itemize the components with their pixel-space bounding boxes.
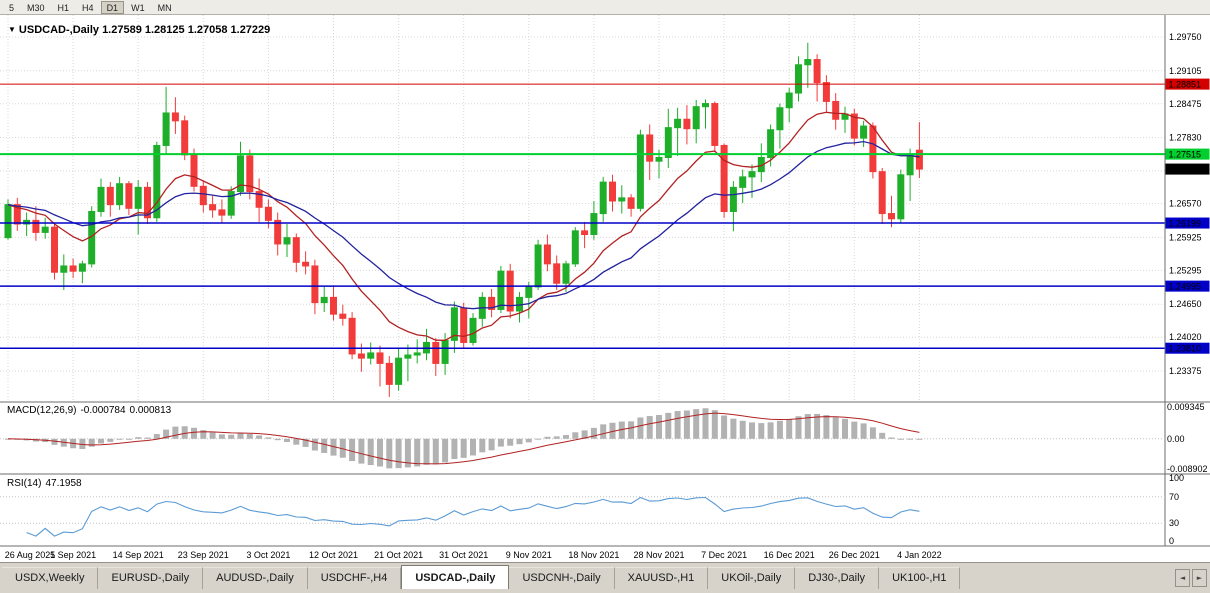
tab-usdcad-daily[interactable]: USDCAD-,Daily bbox=[401, 565, 510, 589]
timeframe-button-mn[interactable]: MN bbox=[157, 2, 172, 13]
svg-text:1.28475: 1.28475 bbox=[1169, 99, 1202, 109]
grid-lines bbox=[0, 15, 1165, 401]
tab-scroll-right-button[interactable]: ► bbox=[1192, 569, 1207, 587]
svg-text:100: 100 bbox=[1169, 473, 1184, 483]
svg-text:14 Sep 2021: 14 Sep 2021 bbox=[113, 550, 164, 560]
macd-histogram bbox=[5, 408, 923, 469]
svg-text:1.28851: 1.28851 bbox=[1169, 80, 1202, 90]
svg-text:0.00: 0.00 bbox=[1167, 434, 1185, 444]
rsi-indicator-label: RSI(14) 47.1958 bbox=[7, 478, 86, 489]
macd-signal-line bbox=[7, 412, 920, 465]
svg-text:3 Oct 2021: 3 Oct 2021 bbox=[246, 550, 290, 560]
svg-text:9 Nov 2021: 9 Nov 2021 bbox=[506, 550, 552, 560]
svg-text:4 Jan 2022: 4 Jan 2022 bbox=[897, 550, 942, 560]
timeframe-button-w1[interactable]: W1 bbox=[131, 2, 145, 13]
timeframe-button-m30[interactable]: M30 bbox=[27, 2, 45, 13]
svg-text:0.009345: 0.009345 bbox=[1167, 402, 1205, 412]
svg-text:1.25925: 1.25925 bbox=[1169, 232, 1202, 242]
tab-scroll-left-button[interactable]: ◄ bbox=[1175, 569, 1190, 587]
svg-text:21 Oct 2021: 21 Oct 2021 bbox=[374, 550, 423, 560]
chart-window[interactable]: 1.297501.291051.284751.278301.271951.265… bbox=[0, 15, 1210, 562]
tab-dj30-daily[interactable]: DJ30-,Daily bbox=[795, 567, 880, 589]
timeframe-button-h1[interactable]: H1 bbox=[57, 2, 70, 13]
level-price-badge: 1.26199 bbox=[1165, 217, 1210, 229]
chart-title: ▼ USDCAD-,Daily 1.27589 1.28125 1.27058 1… bbox=[8, 24, 270, 36]
svg-text:70: 70 bbox=[1169, 492, 1179, 502]
chart-tabs-bar: USDX,Weekly EURUSD-,Daily AUDUSD-,Daily USD… bbox=[0, 562, 1210, 593]
tab-xauusd-h1[interactable]: XAUUSD-,H1 bbox=[614, 567, 709, 589]
macd-name: MACD(12,26,9) bbox=[7, 405, 77, 416]
svg-text:26 Aug 2021: 26 Aug 2021 bbox=[5, 550, 56, 560]
svg-text:1.23810: 1.23810 bbox=[1169, 344, 1202, 354]
level-price-badge: 1.27515 bbox=[1165, 148, 1210, 160]
tab-usdcnh-daily[interactable]: USDCNH-,Daily bbox=[509, 567, 615, 589]
current-price-badge: 1.27229 bbox=[1165, 163, 1210, 175]
timeframe-button-h4[interactable]: H4 bbox=[82, 2, 94, 13]
ma-slow-line bbox=[7, 140, 920, 310]
svg-text:1.26570: 1.26570 bbox=[1169, 199, 1202, 209]
level-price-badge: 1.24995 bbox=[1165, 280, 1210, 292]
timeframe-toolbar: 5 M30 H1 H4 D1 W1 MN bbox=[0, 0, 1210, 15]
tab-eurusd-daily[interactable]: EURUSD-,Daily bbox=[98, 567, 204, 589]
svg-text:1.23375: 1.23375 bbox=[1169, 366, 1202, 376]
svg-text:7 Dec 2021: 7 Dec 2021 bbox=[701, 550, 747, 560]
svg-text:28 Nov 2021: 28 Nov 2021 bbox=[633, 550, 684, 560]
price-chart-canvas[interactable]: 1.297501.291051.284751.278301.271951.265… bbox=[0, 15, 1210, 562]
timeframe-button-d1[interactable]: D1 bbox=[100, 0, 125, 14]
svg-text:1.24020: 1.24020 bbox=[1169, 332, 1202, 342]
rsi-line bbox=[26, 496, 920, 537]
svg-text:1.29105: 1.29105 bbox=[1169, 66, 1202, 76]
rsi-value: 47.1958 bbox=[45, 478, 82, 489]
svg-text:1.24650: 1.24650 bbox=[1169, 299, 1202, 309]
tab-uk100-h1[interactable]: UK100-,H1 bbox=[879, 567, 961, 589]
level-price-badge: 1.23810 bbox=[1165, 342, 1210, 354]
svg-text:26 Dec 2021: 26 Dec 2021 bbox=[829, 550, 880, 560]
level-price-badge: 1.28851 bbox=[1165, 78, 1210, 90]
svg-text:1.27830: 1.27830 bbox=[1169, 133, 1202, 143]
svg-text:0: 0 bbox=[1169, 536, 1174, 546]
svg-text:23 Sep 2021: 23 Sep 2021 bbox=[178, 550, 229, 560]
tab-audusd-daily[interactable]: AUDUSD-,Daily bbox=[203, 567, 308, 589]
macd-signal-value: 0.000813 bbox=[129, 405, 172, 416]
tab-ukoil-daily[interactable]: UKOil-,Daily bbox=[708, 567, 796, 589]
tab-scroll-controls: ◄ ► bbox=[1172, 563, 1210, 593]
svg-text:31 Oct 2021: 31 Oct 2021 bbox=[439, 550, 488, 560]
tab-usdchf-h4[interactable]: USDCHF-,H4 bbox=[307, 567, 402, 589]
svg-text:1.25295: 1.25295 bbox=[1169, 265, 1202, 275]
svg-text:-0.008902: -0.008902 bbox=[1167, 464, 1208, 474]
macd-indicator-label: MACD(12,26,9) -0.000784 0.000813 bbox=[7, 405, 175, 416]
ma-fast-line bbox=[7, 111, 920, 341]
ohlc-values: 1.27589 1.28125 1.27058 1.27229 bbox=[102, 24, 271, 36]
svg-text:1.27515: 1.27515 bbox=[1169, 150, 1202, 160]
horizontal-levels bbox=[0, 83, 1165, 349]
svg-text:1.26199: 1.26199 bbox=[1169, 219, 1202, 229]
svg-text:18 Nov 2021: 18 Nov 2021 bbox=[568, 550, 619, 560]
timeframe-button-5[interactable]: 5 bbox=[9, 2, 15, 13]
macd-main-value: -0.000784 bbox=[80, 405, 126, 416]
candlesticks bbox=[4, 42, 923, 397]
svg-text:1.29750: 1.29750 bbox=[1169, 32, 1202, 42]
chart-tabs: USDX,Weekly EURUSD-,Daily AUDUSD-,Daily USD… bbox=[0, 563, 1172, 593]
rsi-name: RSI(14) bbox=[7, 478, 42, 489]
svg-text:16 Dec 2021: 16 Dec 2021 bbox=[764, 550, 815, 560]
svg-text:1.24995: 1.24995 bbox=[1169, 282, 1202, 292]
svg-text:12 Oct 2021: 12 Oct 2021 bbox=[309, 550, 358, 560]
tab-usdx-weekly[interactable]: USDX,Weekly bbox=[2, 567, 99, 589]
svg-text:1.27229: 1.27229 bbox=[1169, 165, 1202, 175]
svg-text:5 Sep 2021: 5 Sep 2021 bbox=[50, 550, 96, 560]
svg-text:30: 30 bbox=[1169, 518, 1179, 528]
chevron-down-icon[interactable]: ▼ bbox=[8, 25, 16, 34]
symbol-period-label: USDCAD-,Daily bbox=[18, 24, 99, 36]
